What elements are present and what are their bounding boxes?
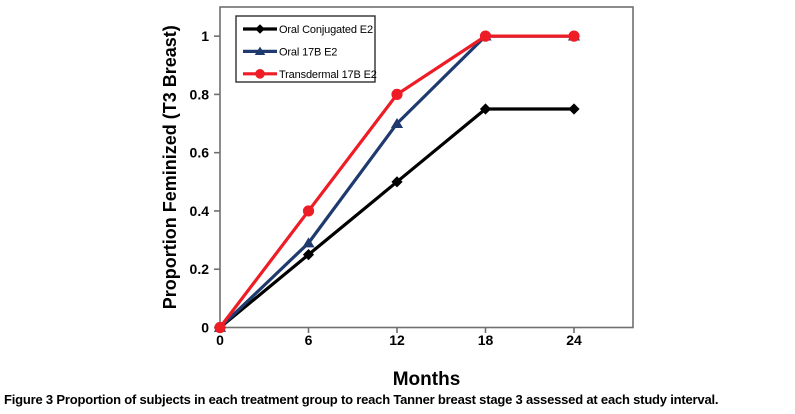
series-marker-circle-icon: [391, 88, 403, 101]
x-tick-label: 12: [389, 332, 405, 348]
y-tick-label: 0.4: [190, 203, 210, 219]
y-tick-label: 1: [201, 28, 209, 44]
series-marker-circle-icon: [568, 30, 580, 42]
legend-label: Oral Conjugated E2: [279, 24, 373, 36]
x-tick-label: 0: [216, 332, 224, 348]
series-marker-circle-icon: [214, 321, 226, 334]
legend-label: Transdermal 17B E2: [279, 69, 377, 81]
x-tick-label: 18: [478, 332, 494, 348]
series-marker-triangle-icon: [254, 46, 266, 55]
series-marker-diamond-icon: [568, 103, 580, 115]
series-marker-diamond-icon: [255, 24, 265, 34]
series-marker-circle-icon: [302, 205, 315, 217]
x-axis-title: Months: [393, 369, 461, 390]
y-tick-label: 0.2: [190, 261, 210, 277]
y-tick-label: 0.8: [190, 86, 210, 102]
chart-area: 0 6 12 18 24 0 0.2 0.4 0.6 0.8 1 Months Proportion F…: [160, 6, 634, 390]
series-marker-diamond-icon: [391, 176, 403, 188]
y-axis-title: Proportion Feminized (T3 Breast): [160, 25, 180, 309]
figure-caption: Figure 3 Proportion of subjects in each …: [4, 392, 795, 407]
figure-caption-text: Proportion of subjects in each treatment…: [56, 392, 719, 407]
figure-caption-label: Figure 3: [4, 392, 53, 407]
y-tick-label: 0.6: [190, 145, 210, 161]
x-tick-label: 6: [305, 332, 313, 348]
series-marker-triangle-icon: [302, 237, 315, 248]
series-marker-triangle-icon: [390, 117, 404, 128]
series-marker-diamond-icon: [479, 103, 492, 115]
x-tick-label: 24: [566, 332, 582, 348]
series-marker-circle-icon: [255, 69, 265, 79]
line-chart: 0 6 12 18 24 0 0.2 0.4 0.6 0.8 1 Months Proportion F…: [160, 6, 634, 390]
series-marker-diamond-icon: [302, 249, 315, 261]
legend-label: Oral 17B E2: [279, 46, 337, 58]
y-tick-label: 0: [201, 320, 209, 336]
series-marker-circle-icon: [479, 30, 492, 42]
